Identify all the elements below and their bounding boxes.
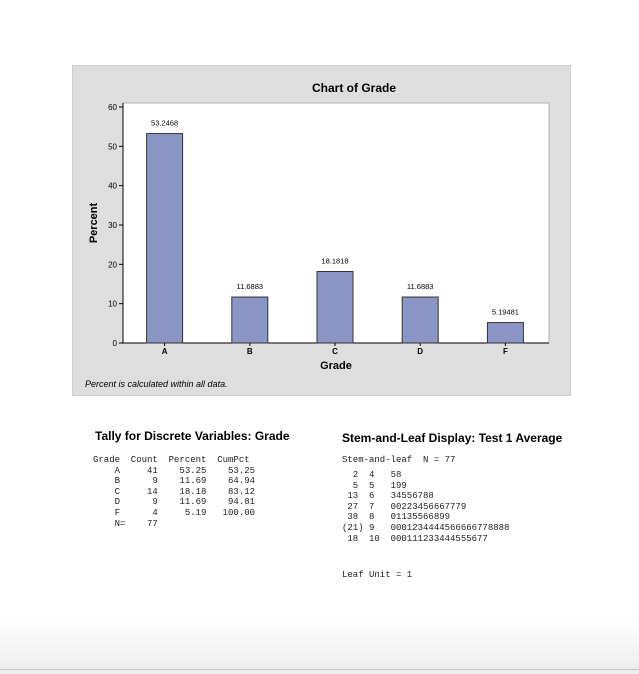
- bar-chart: Chart of Grade 0 10 20 30 40 50 60 Percent 53.246…: [85, 81, 550, 389]
- leaf-unit: Leaf Unit = 1: [342, 570, 413, 580]
- stem-table: 2 4 58 5 5 199 13 6 34556788 27 7 002234…: [342, 470, 510, 544]
- tally-table: Grade Count Percent CumPct A 41 53.25 53…: [93, 455, 256, 529]
- y-tick-label: 30: [108, 221, 117, 230]
- y-tick-label: 50: [108, 142, 117, 151]
- stem-header: Stem-and-leaf N = 77: [342, 455, 456, 465]
- x-tick-label: A: [162, 347, 168, 356]
- y-tick-label: 20: [108, 260, 117, 269]
- data-label: 11.6883: [407, 282, 434, 291]
- y-tick-label: 10: [108, 300, 117, 309]
- x-axis-label: Grade: [320, 360, 352, 372]
- footer-bar: [0, 620, 639, 674]
- y-tick-label: 60: [108, 103, 117, 112]
- chart-footnote: Percent is calculated within all data.: [85, 379, 228, 389]
- data-label: 18.1818: [321, 256, 348, 265]
- bar-D: [401, 296, 439, 344]
- bar-B: [231, 296, 269, 344]
- chart-panel: Chart of Grade 0 10 20 30 40 50 60 Percent 53.246…: [72, 65, 571, 396]
- y-tick-label: 40: [108, 182, 117, 191]
- x-tick-label: D: [417, 347, 423, 356]
- y-axis-label: Percent: [88, 202, 100, 243]
- bar-C: [316, 270, 354, 344]
- data-label: 11.6883: [237, 282, 264, 291]
- data-label: 53.2468: [151, 119, 178, 128]
- x-tick-label: C: [332, 347, 338, 356]
- y-tick-label: 0: [113, 339, 118, 348]
- chart-title: Chart of Grade: [312, 81, 396, 95]
- bar-F: [486, 322, 524, 344]
- x-tick-label: B: [247, 347, 253, 356]
- tally-title: Tally for Discrete Variables: Grade: [95, 429, 290, 443]
- data-label: 5.19481: [492, 308, 519, 317]
- stem-title: Stem-and-Leaf Display: Test 1 Average: [342, 431, 563, 445]
- x-tick-label: F: [503, 347, 508, 356]
- bar-A: [146, 133, 184, 344]
